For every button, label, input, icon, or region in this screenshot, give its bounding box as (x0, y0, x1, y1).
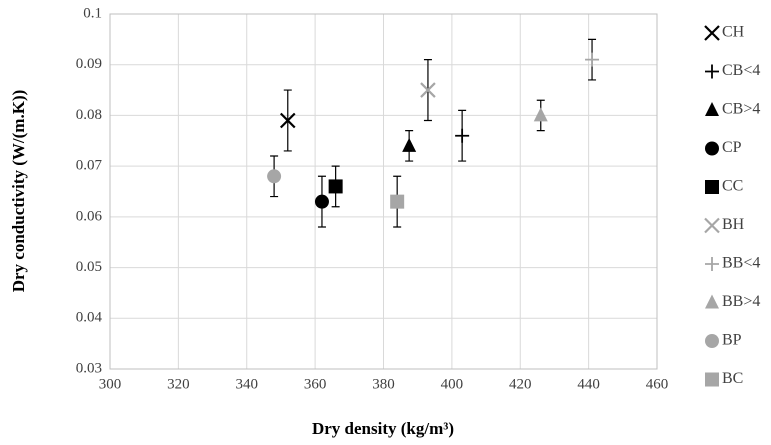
y-tick-label: 0.03 (76, 360, 102, 376)
legend-label: BB<4 (722, 255, 760, 272)
point (420, 82, 436, 98)
legend-marker (705, 257, 719, 271)
y-tick-label: 0.06 (76, 208, 103, 224)
x-tick-label: 340 (236, 376, 259, 392)
legend-marker (705, 372, 719, 387)
legend-label: BB>4 (722, 293, 760, 310)
legend-label: BH (722, 216, 745, 233)
x-tick-label: 420 (509, 376, 532, 392)
y-tick-label: 0.05 (76, 259, 102, 275)
point (402, 137, 417, 152)
point (533, 107, 548, 122)
point (279, 112, 296, 129)
y-tick-label: 0.09 (76, 56, 102, 72)
x-tick-label: 320 (167, 376, 190, 392)
legend-label: CB<4 (722, 62, 760, 79)
point (585, 52, 600, 67)
x-tick-label: 360 (304, 376, 327, 392)
legend-marker (705, 102, 719, 116)
plot-border (109, 13, 658, 370)
legend-label: CH (722, 24, 745, 41)
legend-label: CC (722, 178, 743, 195)
legend-label: CB>4 (722, 101, 760, 118)
legend-marker (705, 64, 719, 79)
point (267, 169, 282, 184)
y-tick-label: 0.07 (76, 158, 103, 174)
point (455, 128, 470, 143)
x-tick-label: 400 (441, 376, 464, 392)
point (314, 194, 329, 209)
x-tick-label: 380 (372, 376, 395, 392)
legend-marker (705, 294, 719, 309)
legend-marker (705, 334, 719, 348)
legend-label: BP (722, 332, 742, 349)
x-tick-label: 300 (99, 376, 122, 392)
y-axis-title: Dry conductivity (W/(m.K)) (9, 90, 28, 293)
x-tick-label: 460 (646, 376, 669, 392)
x-axis-title: Dry density (kg/m³) (312, 419, 454, 438)
legend-marker (705, 180, 719, 194)
y-tick-label: 0.1 (83, 5, 102, 21)
legend-label: CP (722, 139, 742, 156)
point (328, 179, 343, 194)
y-tick-label: 0.04 (76, 310, 103, 326)
legend-marker (705, 141, 719, 156)
legend-marker (704, 217, 720, 234)
point (390, 194, 405, 209)
legend-marker (704, 25, 720, 41)
y-tick-label: 0.08 (76, 107, 102, 123)
x-tick-label: 440 (577, 376, 600, 392)
legend-label: BC (722, 370, 743, 387)
